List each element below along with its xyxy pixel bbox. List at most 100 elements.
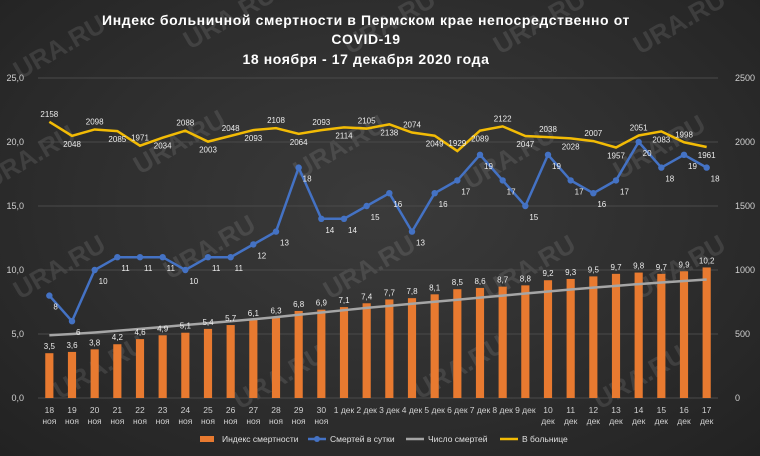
deaths-label: 18 xyxy=(711,175,720,184)
x-axis-tick: 1 дек xyxy=(334,405,355,415)
bar-label: 8,7 xyxy=(497,276,509,285)
title-line-2: COVID-19 xyxy=(331,31,400,47)
bar-label: 7,7 xyxy=(384,288,396,297)
deaths-label: 15 xyxy=(371,213,380,222)
deaths-point xyxy=(476,151,484,158)
bar-label: 7,1 xyxy=(338,296,350,305)
deaths-point xyxy=(612,177,620,184)
watermark-text: URA.RU xyxy=(608,109,711,186)
deaths-label: 18 xyxy=(665,175,674,184)
bar-label: 6,9 xyxy=(316,299,328,308)
legend: Индекс смертности Смертей в сутки Число см… xyxy=(200,434,568,444)
bar-index xyxy=(702,267,711,398)
x-axis-tick: 7 дек xyxy=(470,405,491,415)
deaths-point xyxy=(454,177,461,184)
bar-index xyxy=(657,273,666,398)
bar-index xyxy=(430,294,439,398)
bar-index xyxy=(113,344,122,398)
deaths-label: 17 xyxy=(461,187,470,196)
bar-index xyxy=(521,285,530,398)
line-deaths-per-day xyxy=(48,139,708,324)
deaths-label: 12 xyxy=(257,251,266,260)
deaths-label: 13 xyxy=(416,239,425,248)
hospital-label: 2048 xyxy=(63,140,81,149)
deaths-label: 11 xyxy=(121,264,130,273)
right-axis-tick: 500 xyxy=(735,329,750,339)
deaths-label: 13 xyxy=(280,239,289,248)
bar-index xyxy=(158,335,167,398)
bar-label: 3,6 xyxy=(66,341,78,350)
deaths-label: 19 xyxy=(484,162,493,171)
watermark-text: URA.RU xyxy=(0,119,81,196)
x-axis-tick: дек xyxy=(655,416,669,426)
bar-index xyxy=(90,349,99,398)
bar-index xyxy=(362,303,371,398)
hospital-label: 2098 xyxy=(86,117,104,126)
bar-index xyxy=(67,351,77,398)
bar-label: 10,2 xyxy=(699,256,715,265)
right-axis-tick: 2000 xyxy=(735,137,755,147)
x-axis-tick: 24 xyxy=(181,405,191,415)
deaths-point xyxy=(499,177,506,184)
x-axis-tick: ноя xyxy=(110,416,124,426)
bar-index xyxy=(339,307,349,398)
deaths-label: 16 xyxy=(439,200,448,209)
bar-index xyxy=(181,332,190,398)
hospital-label: 2074 xyxy=(403,121,421,130)
bar-label: 7,8 xyxy=(406,287,418,296)
x-axis-tick: ноя xyxy=(292,416,306,426)
x-axis-tick: дек xyxy=(609,416,623,426)
legend-label: В больнице xyxy=(522,434,568,444)
deaths-point xyxy=(703,164,710,171)
bar-index xyxy=(135,339,145,398)
x-axis-tick: 8 дек xyxy=(492,405,513,415)
x-axis-tick: 12 xyxy=(589,405,599,415)
x-axis-tick: ноя xyxy=(269,416,283,426)
bars-index xyxy=(45,267,711,398)
bar-label: 5,4 xyxy=(202,318,214,327)
x-axis-tick: 30 xyxy=(317,405,327,415)
hospital-label: 1929 xyxy=(448,139,466,148)
bar-index xyxy=(589,276,598,398)
x-axis-tick: 5 дек xyxy=(424,405,445,415)
x-axis-tick: дек xyxy=(632,416,646,426)
deaths-point xyxy=(227,254,234,261)
deaths-label: 14 xyxy=(325,226,334,235)
right-axis-tick: 1500 xyxy=(735,201,755,211)
x-axis-tick: ноя xyxy=(314,416,328,426)
left-axis-tick: 15,0 xyxy=(6,201,24,211)
bar-label: 3,8 xyxy=(89,338,101,347)
hospital-label: 2034 xyxy=(154,142,172,151)
deaths-point xyxy=(386,190,393,197)
hospital-label: 2093 xyxy=(244,134,262,143)
bar-index xyxy=(498,286,507,398)
x-axis-tick: 6 дек xyxy=(447,405,468,415)
bar-label: 9,2 xyxy=(542,269,554,278)
deaths-point xyxy=(46,292,53,299)
deaths-label: 17 xyxy=(575,187,584,196)
hospital-label: 2114 xyxy=(335,131,353,140)
bar-index xyxy=(543,280,553,398)
x-axis-tick: 23 xyxy=(158,405,168,415)
deaths-label: 20 xyxy=(643,149,652,158)
hospital-label: 1957 xyxy=(607,152,625,161)
bar-label: 4,6 xyxy=(134,328,146,337)
hospital-label: 2088 xyxy=(176,119,194,128)
right-axis-tick: 2500 xyxy=(735,73,755,83)
hospital-label: 1971 xyxy=(131,134,149,143)
deaths-label: 11 xyxy=(144,264,153,273)
bar-label: 6,3 xyxy=(270,306,282,315)
deaths-point xyxy=(91,266,98,274)
hospital-label: 2105 xyxy=(358,117,376,126)
bar-label: 9,8 xyxy=(633,262,645,271)
bar-index xyxy=(317,309,326,398)
bar-label: 3,5 xyxy=(44,342,56,351)
hospital-label: 2108 xyxy=(267,116,285,125)
hospital-label: 2089 xyxy=(471,135,489,144)
deaths-label: 14 xyxy=(348,226,357,235)
hospital-label: 2038 xyxy=(539,125,557,134)
x-axis-tick: ноя xyxy=(156,416,170,426)
legend-swatch xyxy=(200,436,214,442)
data-labels: 3,5 3,6 3,8 4,2 4,6 4,9 5,1 5,4 5,7 6,1 6,3 6,8 6,9 7… xyxy=(40,110,720,351)
bar-label: 8,1 xyxy=(429,283,441,292)
